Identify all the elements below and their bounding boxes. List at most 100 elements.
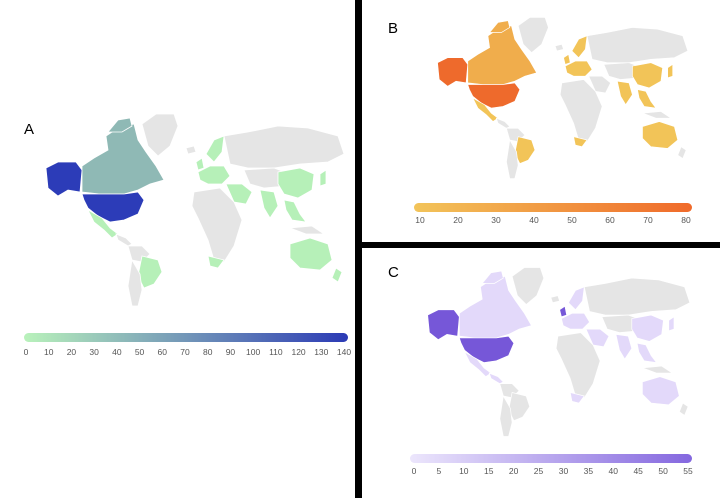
country-central-america xyxy=(115,233,133,247)
scale-tick-label: 90 xyxy=(225,347,236,357)
country-uk xyxy=(559,305,568,318)
scale-tick-label: 40 xyxy=(529,215,539,225)
scale-tick-label: 15 xyxy=(483,466,494,476)
country-greenland xyxy=(511,267,545,305)
scale-tick-label: 80 xyxy=(202,347,213,357)
country-brazil xyxy=(137,255,163,289)
scale-tick-label: 70 xyxy=(643,215,653,225)
country-iceland xyxy=(185,145,197,155)
country-japan xyxy=(319,169,327,187)
scale-tick-label: 30 xyxy=(558,466,569,476)
country-indonesia xyxy=(289,225,326,235)
country-russia xyxy=(586,27,689,64)
country-mexico xyxy=(472,97,499,122)
country-alaska xyxy=(45,161,83,197)
country-india xyxy=(615,333,633,360)
country-indonesia xyxy=(642,111,673,119)
scale-tick-label: 40 xyxy=(112,347,122,357)
panel-a: A 0 10 20 30 40 50 60 70 80 90 100 110 120 130 140 xyxy=(0,0,355,498)
country-south-africa xyxy=(207,255,225,269)
scale-tick-label: 50 xyxy=(658,466,668,476)
country-indonesia xyxy=(642,365,674,374)
color-scale-bar xyxy=(414,203,692,212)
country-south-africa xyxy=(569,392,585,404)
country-australia xyxy=(642,121,679,149)
country-new-zealand xyxy=(331,267,343,283)
country-brazil xyxy=(514,136,536,164)
country-russia xyxy=(583,277,691,316)
scale-tick-label: 120 xyxy=(291,347,306,357)
country-usa xyxy=(467,82,521,109)
scale-tick-label: 110 xyxy=(269,347,283,357)
scale-tick-label: 25 xyxy=(533,466,544,476)
country-japan xyxy=(668,316,675,332)
country-alaska xyxy=(437,57,469,87)
country-brazil xyxy=(508,392,531,422)
country-usa xyxy=(458,335,515,363)
country-iceland xyxy=(550,295,561,304)
scale-tick-label: 45 xyxy=(633,466,643,476)
country-africa xyxy=(555,332,601,399)
country-middle-east xyxy=(588,75,611,94)
country-uk xyxy=(563,53,571,65)
panel-label: B xyxy=(388,20,399,37)
scale-tick-label: 60 xyxy=(157,347,168,357)
scale-tick-label: 60 xyxy=(605,215,615,225)
scale-tick-label: 55 xyxy=(683,466,693,476)
scale-tick-label: 10 xyxy=(459,466,469,476)
country-middle-east xyxy=(225,183,253,205)
country-scandinavia xyxy=(205,135,225,163)
country-alaska xyxy=(427,309,460,341)
horizontal-divider xyxy=(362,242,720,248)
country-europe xyxy=(564,60,593,77)
country-africa xyxy=(559,79,603,143)
country-se-asia xyxy=(636,342,658,364)
scale-tick-label: 0 xyxy=(411,466,417,476)
panel-c: C 0 5 10 15 20 25 30 35 40 45 50 55 xyxy=(362,248,720,498)
scale-tick-label: 30 xyxy=(491,215,501,225)
country-south-america-s xyxy=(499,394,513,437)
country-greenland xyxy=(517,17,549,54)
scale-tick-label: 30 xyxy=(89,347,99,357)
country-south-america-s xyxy=(127,258,143,307)
scale-tick-label: 35 xyxy=(583,466,594,476)
scale-tick-label: 70 xyxy=(180,347,190,357)
vertical-divider xyxy=(355,0,362,498)
scale-tick-label: 100 xyxy=(246,347,261,357)
country-india xyxy=(616,80,633,106)
country-greenland xyxy=(141,113,179,157)
country-australia xyxy=(289,237,333,271)
country-uk xyxy=(195,157,205,171)
country-se-asia xyxy=(637,89,657,109)
country-india xyxy=(259,189,279,219)
country-south-america-s xyxy=(506,138,519,179)
panel-label: C xyxy=(388,264,399,281)
country-china xyxy=(277,167,315,199)
country-scandinavia xyxy=(571,35,588,59)
country-australia xyxy=(642,376,680,406)
country-africa xyxy=(191,187,243,263)
panel-b: B 10 20 30 40 50 60 70 80 xyxy=(362,0,720,242)
scale-tick-label: 50 xyxy=(134,347,145,357)
scale-tick-label: 130 xyxy=(314,347,329,357)
scale-tick-label: 140 xyxy=(336,347,352,357)
panel-label: A xyxy=(24,121,35,138)
color-scale-bar xyxy=(410,454,692,463)
country-china xyxy=(632,62,664,89)
country-canada-islands xyxy=(107,117,133,133)
country-iceland xyxy=(554,43,564,52)
country-russia xyxy=(223,125,345,169)
scale-tick-label: 20 xyxy=(66,347,77,357)
scale-tick-label: 0 xyxy=(23,347,29,357)
country-new-zealand xyxy=(677,146,687,159)
country-mexico xyxy=(463,351,492,378)
country-south-africa xyxy=(573,136,588,148)
scale-tick-label: 10 xyxy=(415,215,425,225)
country-china xyxy=(631,314,664,342)
scale-tick-label: 20 xyxy=(508,466,519,476)
country-japan xyxy=(667,63,674,79)
scale-tick-label: 10 xyxy=(43,347,54,357)
scale-tick-label: 80 xyxy=(681,215,691,225)
country-central-america xyxy=(495,117,511,129)
scale-tick-label: 50 xyxy=(567,215,577,225)
